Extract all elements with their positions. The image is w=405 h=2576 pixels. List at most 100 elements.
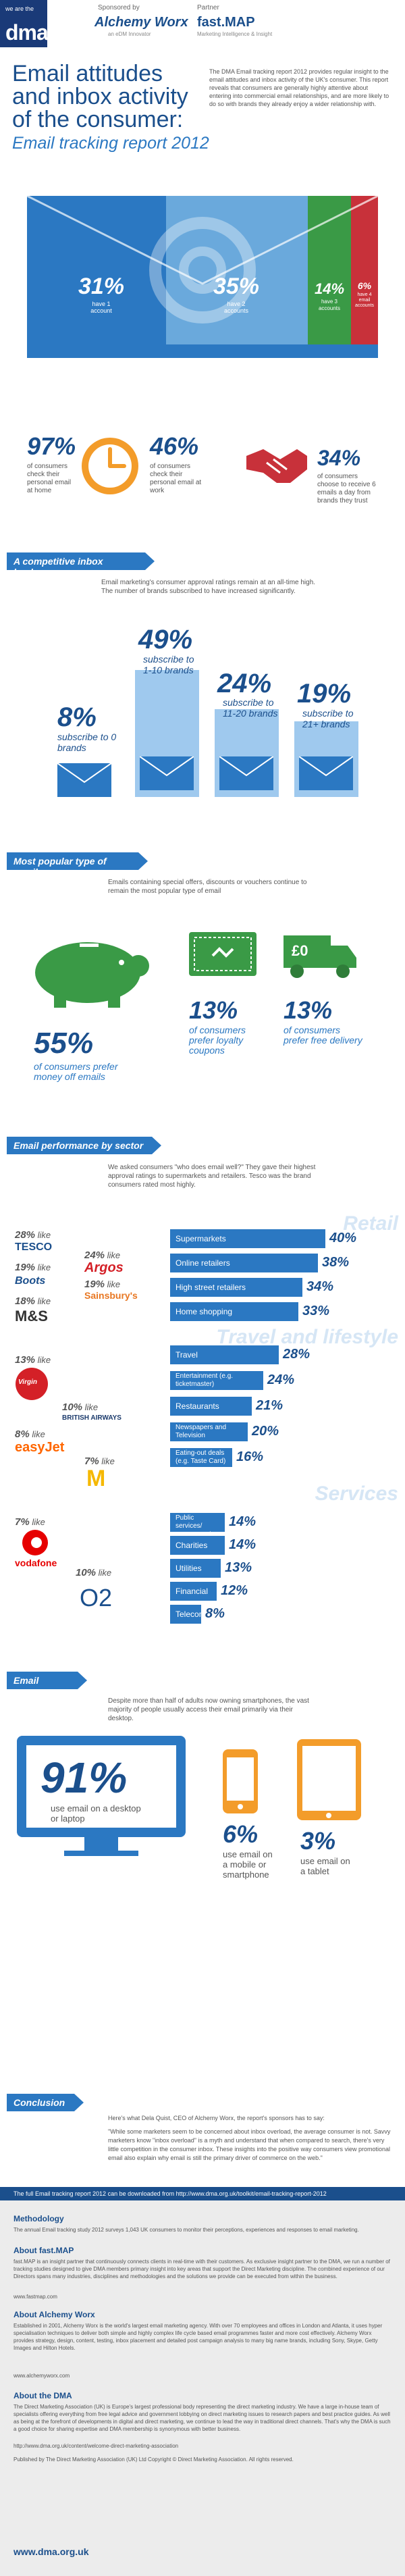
services-title: Services	[315, 1483, 398, 1505]
retail-bar-pct: 34%	[306, 1279, 334, 1294]
trust-brands-pct: 34%	[317, 446, 361, 470]
travel-bar-pct: 28%	[283, 1347, 310, 1362]
desktop-pct: 91%	[40, 1753, 128, 1802]
ba-pct: 10%	[62, 1401, 83, 1413]
header: we are the dma Sponsored by Alchemy Worx…	[0, 0, 405, 54]
dma-text: The Direct Marketing Association (UK) is…	[14, 2404, 391, 2432]
alchemy-worx-logo[interactable]: Alchemy Worx	[94, 15, 188, 30]
tablet-icon	[297, 1739, 361, 1820]
mcd-like: 7% like	[84, 1456, 115, 1467]
accounts-4-pct: 6%	[357, 280, 372, 291]
mobile-label: use email on a mobile or smartphone	[223, 1849, 273, 1880]
easyjet-logo: easyJet	[15, 1440, 65, 1455]
like-word: like	[37, 1230, 51, 1240]
services-bar-pct: 14%	[229, 1537, 256, 1552]
published-note: Published by The Direct Marketing Associ…	[14, 2456, 294, 2463]
dma-logo[interactable]: we are the dma	[0, 0, 49, 47]
download-link-band[interactable]: The full Email tracking report 2012 can …	[0, 2187, 405, 2200]
handshake-icon	[246, 449, 307, 483]
brands-1-10-pct: 49%	[138, 625, 193, 654]
alchemy-link[interactable]: www.alchemyworx.com	[14, 2373, 70, 2379]
virgin-logo-icon	[16, 1368, 48, 1400]
fastmap-text: fast.MAP is an insight partner that cont…	[14, 2259, 390, 2279]
like-word: like	[107, 1250, 121, 1260]
like-word: like	[37, 1296, 51, 1306]
argos-pct: 24%	[84, 1250, 105, 1261]
ms-pct: 18%	[15, 1295, 36, 1307]
tesco-pct: 28%	[15, 1229, 36, 1241]
like-word: like	[32, 1517, 45, 1527]
retail-bar: Supermarkets	[170, 1229, 325, 1248]
ms-logo: M&S	[15, 1308, 48, 1324]
retail-bar: High street retailers	[170, 1278, 302, 1297]
tablet-pct: 3%	[300, 1827, 336, 1855]
retail-bar-pct: 33%	[302, 1304, 330, 1318]
travel-bar: Newspapers and Television	[170, 1422, 248, 1441]
access-intro: Despite more than half of adults now own…	[108, 1697, 309, 1722]
argos-like: 24% like	[84, 1250, 120, 1261]
page-subtitle: Email tracking report 2012	[12, 134, 209, 153]
services-bar-pct: 12%	[221, 1583, 248, 1598]
retail-bar: Home shopping	[170, 1302, 298, 1321]
o2-pct: 10%	[76, 1567, 97, 1578]
like-word: like	[107, 1279, 121, 1289]
envelope-segment-1-account	[27, 196, 166, 344]
loyalty-coupon-icon	[189, 932, 256, 976]
dma-logo-text: dma	[5, 20, 49, 45]
envelope-11-20-icon	[219, 756, 273, 790]
accounts-1-label: have 1 account	[90, 301, 112, 314]
work-check-label: of consumers check their personal email …	[150, 463, 202, 494]
travel-title: Travel and lifestyle	[216, 1326, 398, 1348]
ba-like: 10% like	[62, 1401, 98, 1413]
trust-brands-label: of consumers choose to receive 6 emails …	[317, 473, 376, 505]
conclusion-quote: "While some marketers seem to be concern…	[108, 2128, 391, 2161]
alchemy-text: Established in 2001, Alchemy Worx is the…	[14, 2323, 383, 2351]
delivery-van-icon	[284, 935, 356, 978]
fastmap-link[interactable]: www.fastmap.com	[14, 2294, 57, 2300]
services-bar: Financial	[170, 1582, 217, 1601]
sector-intro: We asked consumers "who does email well?…	[108, 1164, 316, 1189]
fastmap-logo[interactable]: fast.MAP	[197, 15, 255, 30]
mcd-logo: M	[86, 1466, 106, 1491]
like-word: like	[37, 1262, 51, 1272]
envelope-base	[27, 344, 378, 358]
sponsored-by-label: Sponsored by	[98, 4, 140, 11]
vodafone-pct: 7%	[15, 1516, 30, 1528]
sainsburys-like: 19% like	[84, 1279, 120, 1290]
mobile-pct: 6%	[223, 1820, 259, 1848]
brands-21-plus-label: subscribe to 21+ brands	[302, 708, 354, 729]
services-bar: Charities	[170, 1536, 225, 1555]
alchemy-heading: About Alchemy Worx	[14, 2310, 95, 2319]
dma-website-link[interactable]: www.dma.org.uk	[14, 2546, 89, 2557]
ba-logo: BRITISH AIRWAYS	[62, 1414, 122, 1422]
methodology-text: The annual Email tracking study 2012 sur…	[14, 2227, 359, 2233]
clock-icon	[82, 438, 138, 494]
accounts-1-pct: 31%	[78, 274, 125, 299]
dma-link[interactable]: http://www.dma.org.uk/content/welcome-di…	[14, 2443, 179, 2449]
accounts-3-pct: 14%	[314, 280, 345, 297]
travel-bar-pct: 24%	[267, 1372, 295, 1387]
like-word: like	[98, 1568, 112, 1578]
loyalty-pct: 13%	[189, 996, 238, 1024]
services-bar-pct: 13%	[225, 1560, 252, 1575]
desktop-monitor-icon	[17, 1736, 186, 1856]
services-bar: Telecoms	[170, 1605, 210, 1624]
delivery-label: of consumers prefer free delivery	[284, 1025, 362, 1046]
envelope-segment-4-accounts	[351, 196, 378, 344]
dma-logo-tagline: we are the	[5, 5, 34, 12]
inbox-intro: Email marketing's consumer approval rati…	[101, 579, 316, 595]
like-word: like	[37, 1355, 51, 1365]
envelope-segment-2-accounts	[166, 196, 308, 344]
sainsburys-logo: Sainsbury's	[84, 1290, 138, 1301]
argos-logo: Argos	[84, 1260, 124, 1275]
desktop-label: use email on a desktop or laptop	[51, 1803, 141, 1824]
alchemy-worx-subtitle: an eDM Innovator	[108, 31, 151, 37]
section-heading-popular: Most popular type of emails	[7, 852, 148, 877]
like-word: like	[101, 1456, 115, 1466]
home-check-pct: 97%	[27, 432, 76, 460]
accounts-4-label: have 4 email accounts	[354, 292, 375, 308]
vodafone-logo: vodafone	[15, 1557, 57, 1568]
delivery-pct: 13%	[284, 996, 333, 1024]
travel-bar: Eating-out deals (e.g. Taste Card)	[170, 1448, 232, 1467]
